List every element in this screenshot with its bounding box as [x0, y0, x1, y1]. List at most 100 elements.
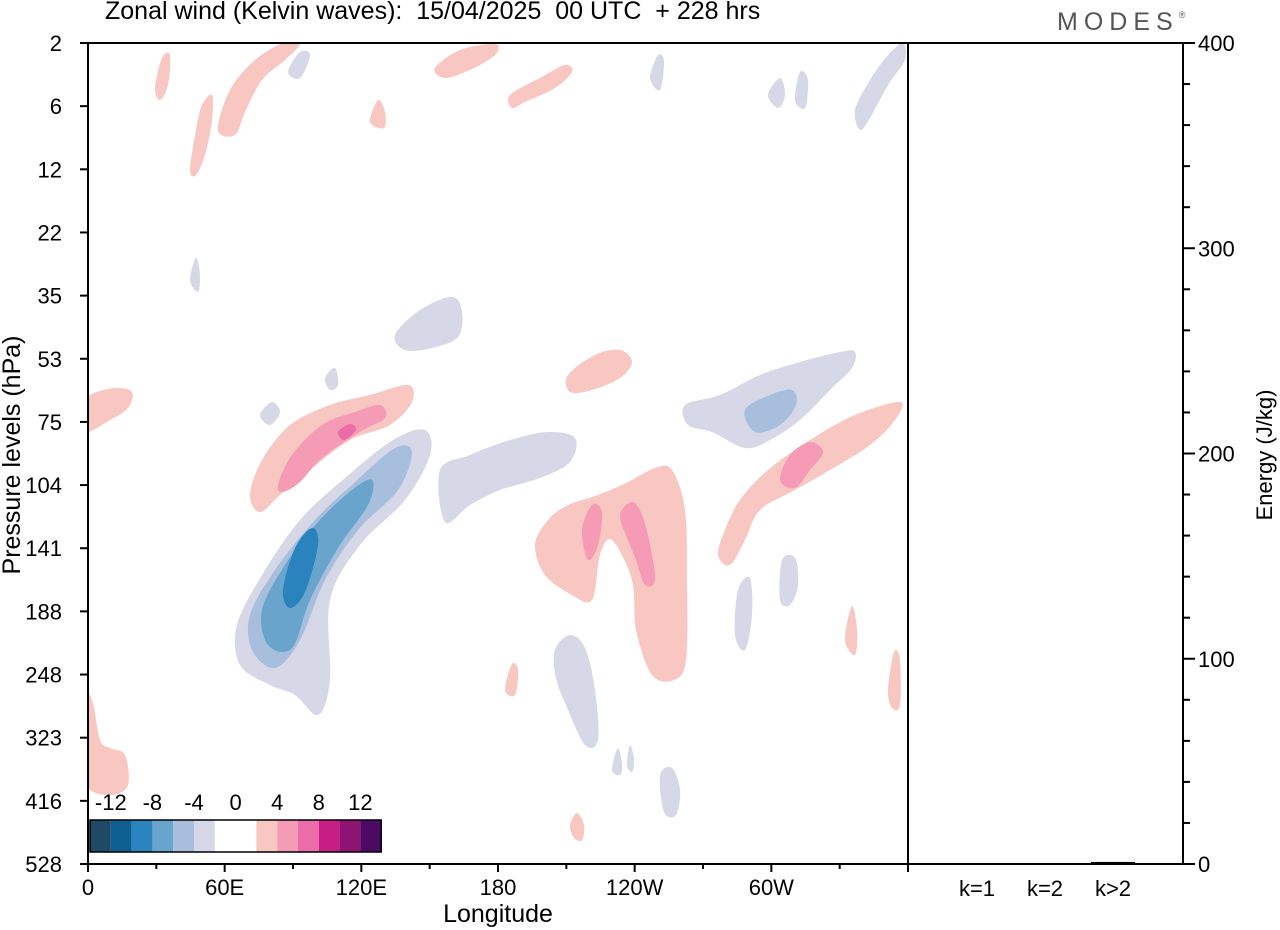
colorbar-swatch: [194, 820, 215, 852]
wind-contour: [887, 649, 901, 711]
y-tick-label: 53: [38, 347, 62, 372]
energy-bar: [955, 863, 999, 864]
energy-tick-label: 0: [1198, 852, 1210, 877]
y-tick-label: 35: [38, 284, 62, 309]
colorbar-swatch: [277, 820, 298, 852]
energy-bar: [1023, 863, 1067, 864]
colorbar: -12 -8 -4 0 4 8 12: [89, 790, 382, 853]
wind-contour: [277, 404, 387, 493]
energy-tick-label: 400: [1198, 31, 1235, 56]
wind-contour: [288, 50, 310, 79]
wind-contour: [282, 527, 319, 609]
wind-contour: [659, 767, 681, 818]
colorbar-swatch: [152, 820, 174, 852]
y-tick-label: 248: [25, 663, 62, 688]
colorbar-label: 0: [229, 790, 241, 815]
y-tick-label: 528: [25, 852, 62, 877]
energy-tick-label: 300: [1198, 236, 1235, 261]
y-tick-label: 104: [25, 473, 62, 498]
y-tick-label: 12: [38, 157, 62, 182]
colorbar-swatch: [360, 820, 382, 852]
wind-contour: [88, 691, 129, 796]
x-tick-label: 120E: [336, 875, 387, 900]
x-axis-label: Longitude: [443, 900, 553, 928]
x-tick-label: 0: [82, 875, 94, 900]
modes-logo: MODES®: [1057, 8, 1186, 36]
y-tick-label: 22: [38, 220, 62, 245]
energy-bar: [1091, 861, 1135, 864]
wind-contour: [507, 64, 573, 109]
colorbar-swatch: [214, 820, 236, 852]
colorbar-swatch: [90, 820, 111, 852]
colorbar-frame: [89, 819, 382, 853]
wind-contour: [553, 634, 599, 749]
energy-tick-label: 200: [1198, 442, 1235, 467]
wind-contour: [337, 423, 357, 441]
colorbar-label: 12: [348, 790, 372, 815]
wind-contour: [767, 78, 786, 108]
chart-title: Zonal wind (Kelvin waves): 15/04/2025 00…: [105, 0, 761, 25]
colorbar-label: -8: [143, 790, 163, 815]
wind-contour: [434, 43, 499, 79]
colorbar-swatch: [235, 820, 257, 852]
y-tick-label: 188: [25, 599, 62, 624]
energy-axis-label: Energy (J/kg): [1252, 390, 1277, 521]
y-axis-label: Pressure levels (hPa): [0, 336, 26, 575]
energy-category-label: k=1: [959, 876, 995, 901]
y-tick-label: 141: [25, 536, 62, 561]
wind-contour: [259, 401, 281, 426]
wind-contour: [438, 431, 577, 524]
colorbar-swatch: [256, 820, 278, 852]
wind-contour: [569, 813, 585, 842]
energy-category-label: k=2: [1027, 876, 1063, 901]
wind-contour: [626, 744, 635, 773]
y-tick-label: 323: [25, 726, 62, 751]
colorbar-swatch: [339, 820, 361, 852]
y-tick-label: 2: [50, 31, 62, 56]
wind-contour: [649, 54, 665, 91]
wind-contour: [619, 502, 656, 587]
wind-contour: [88, 387, 133, 432]
energy-category-label: k>2: [1095, 876, 1131, 901]
colorbar-swatch: [173, 820, 194, 852]
x-tick-label: 60W: [749, 875, 794, 900]
wind-contour: [154, 52, 171, 101]
colorbar-swatch: [298, 820, 319, 852]
wind-contour: [394, 296, 463, 351]
colorbar-swatch: [318, 820, 340, 852]
wind-contour: [611, 747, 623, 776]
wind-contour: [534, 465, 688, 682]
wind-contour: [581, 503, 603, 561]
x-tick-label: 120W: [606, 875, 664, 900]
wind-contour: [744, 389, 797, 433]
colorbar-swatch: [110, 820, 132, 852]
wind-contour: [217, 43, 300, 137]
x-tick-label: 180: [480, 875, 517, 900]
wind-contour: [779, 441, 823, 489]
y-tick-label: 6: [50, 94, 62, 119]
y-tick-label: 416: [25, 789, 62, 814]
colorbar-label: 8: [313, 790, 325, 815]
wind-contour: [734, 576, 753, 651]
wind-contour: [504, 662, 519, 697]
colorbar-swatch: [131, 820, 153, 852]
wind-contour: [369, 99, 386, 129]
wind-contour: [854, 43, 907, 131]
wind-contour: [189, 257, 201, 293]
wind-contour: [190, 94, 214, 177]
colorbar-label: 4: [271, 790, 283, 815]
wind-contour: [717, 401, 903, 566]
y-tick-label: 75: [38, 410, 62, 435]
colorbar-label: -12: [95, 790, 127, 815]
x-tick-label: 60E: [205, 875, 244, 900]
wind-contour: [779, 554, 799, 607]
wind-contour: [794, 70, 809, 110]
energy-tick-label: 100: [1198, 647, 1235, 672]
wind-contour: [565, 349, 632, 394]
colorbar-label: -4: [184, 790, 204, 815]
wind-contour: [844, 605, 858, 656]
wind-contour: [261, 479, 374, 653]
wind-contour: [324, 367, 339, 391]
zonal-wind-field: [88, 43, 907, 842]
